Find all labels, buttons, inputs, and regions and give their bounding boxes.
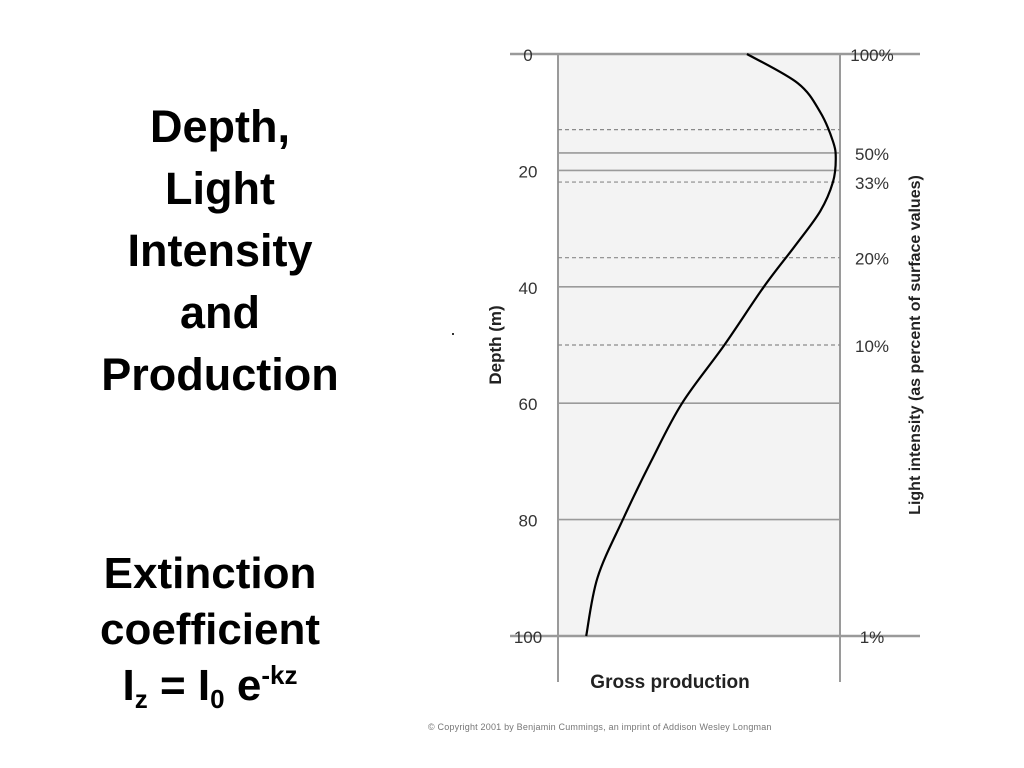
depth-tick-label: 60 [519,395,538,414]
stray-dot [452,333,454,335]
light-level-label: 33% [855,174,889,193]
copyright-notice: © Copyright 2001 by Benjamin Cummings, a… [428,722,772,732]
light-level-lines [510,52,920,638]
equation-heading-line2: coefficient [99,605,321,654]
light-level-label: 20% [855,250,889,269]
x-axis-label: Gross production [590,672,749,693]
light-level-label: 50% [855,145,889,164]
title-line: and [179,287,260,338]
gridlines [558,129,840,521]
title-line: Intensity [127,225,313,276]
equation-rhs-sub: 0 [210,684,225,714]
depth-tick-labels: 0 20 40 60 80 100 [514,46,542,647]
light-level-label: 1% [860,628,885,647]
equation-equals: = [147,661,198,710]
gross-production-curve [585,53,837,637]
title-line: Depth, [150,101,290,152]
depth-tick-label: 40 [519,279,538,298]
light-level-label: 10% [855,337,889,356]
extinction-equation: Extinction coefficient Iz = I0 e-kz [20,546,400,714]
depth-tick-label: 0 [523,46,532,65]
equation-heading-line1: Extinction [103,549,317,598]
title-line: Light [165,163,275,214]
depth-tick-label: 20 [519,162,538,181]
equation-exp-base: e [224,661,262,710]
slide-title: Depth, Light Intensity and Production [20,96,420,406]
equation-rhs-base: I [197,661,211,710]
equation-lhs-sub: z [134,684,148,714]
equation-exponent: -kz [261,660,298,690]
equation-formula: Iz = I0 e-kz [20,658,400,714]
title-line: Production [101,349,339,400]
light-level-label: 100% [850,46,893,65]
depth-tick-label: 80 [519,512,538,531]
depth-light-production-chart: 0 20 40 60 80 100 100% 50% 33% 20% 10% 1% Gross pr… [486,46,924,693]
right-axis-label: Light intensity (as percent of surface v… [907,175,924,515]
y-axis-label: Depth (m) [486,305,505,384]
depth-tick-label: 100 [514,628,542,647]
light-level-labels: 100% 50% 33% 20% 10% 1% [850,46,893,647]
equation-lhs-base: I [122,661,135,710]
